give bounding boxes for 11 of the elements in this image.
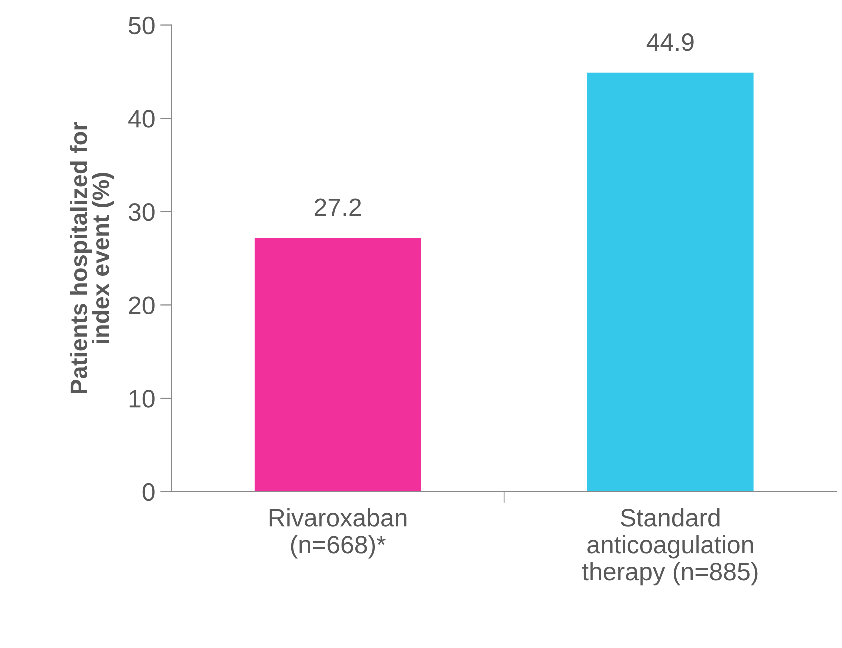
y-axis-title: Patients hospitalized for index event (%)	[70, 122, 114, 394]
y-tick-label: 10	[130, 390, 155, 408]
y-tick-label: 30	[128, 204, 155, 222]
y-tick-label: 0	[142, 483, 155, 502]
data-label: 27.2	[314, 198, 362, 216]
data-label: 44.9	[646, 34, 694, 52]
y-tick-label: 20	[129, 296, 155, 315]
y-tick-label: 50	[128, 16, 155, 35]
y-tick-label: 40	[128, 110, 155, 128]
x-tick-label: Rivaroxaban (n=668)*	[270, 508, 407, 559]
x-tick-label: Standard anticoagulation therapy (n=885)	[582, 508, 758, 586]
